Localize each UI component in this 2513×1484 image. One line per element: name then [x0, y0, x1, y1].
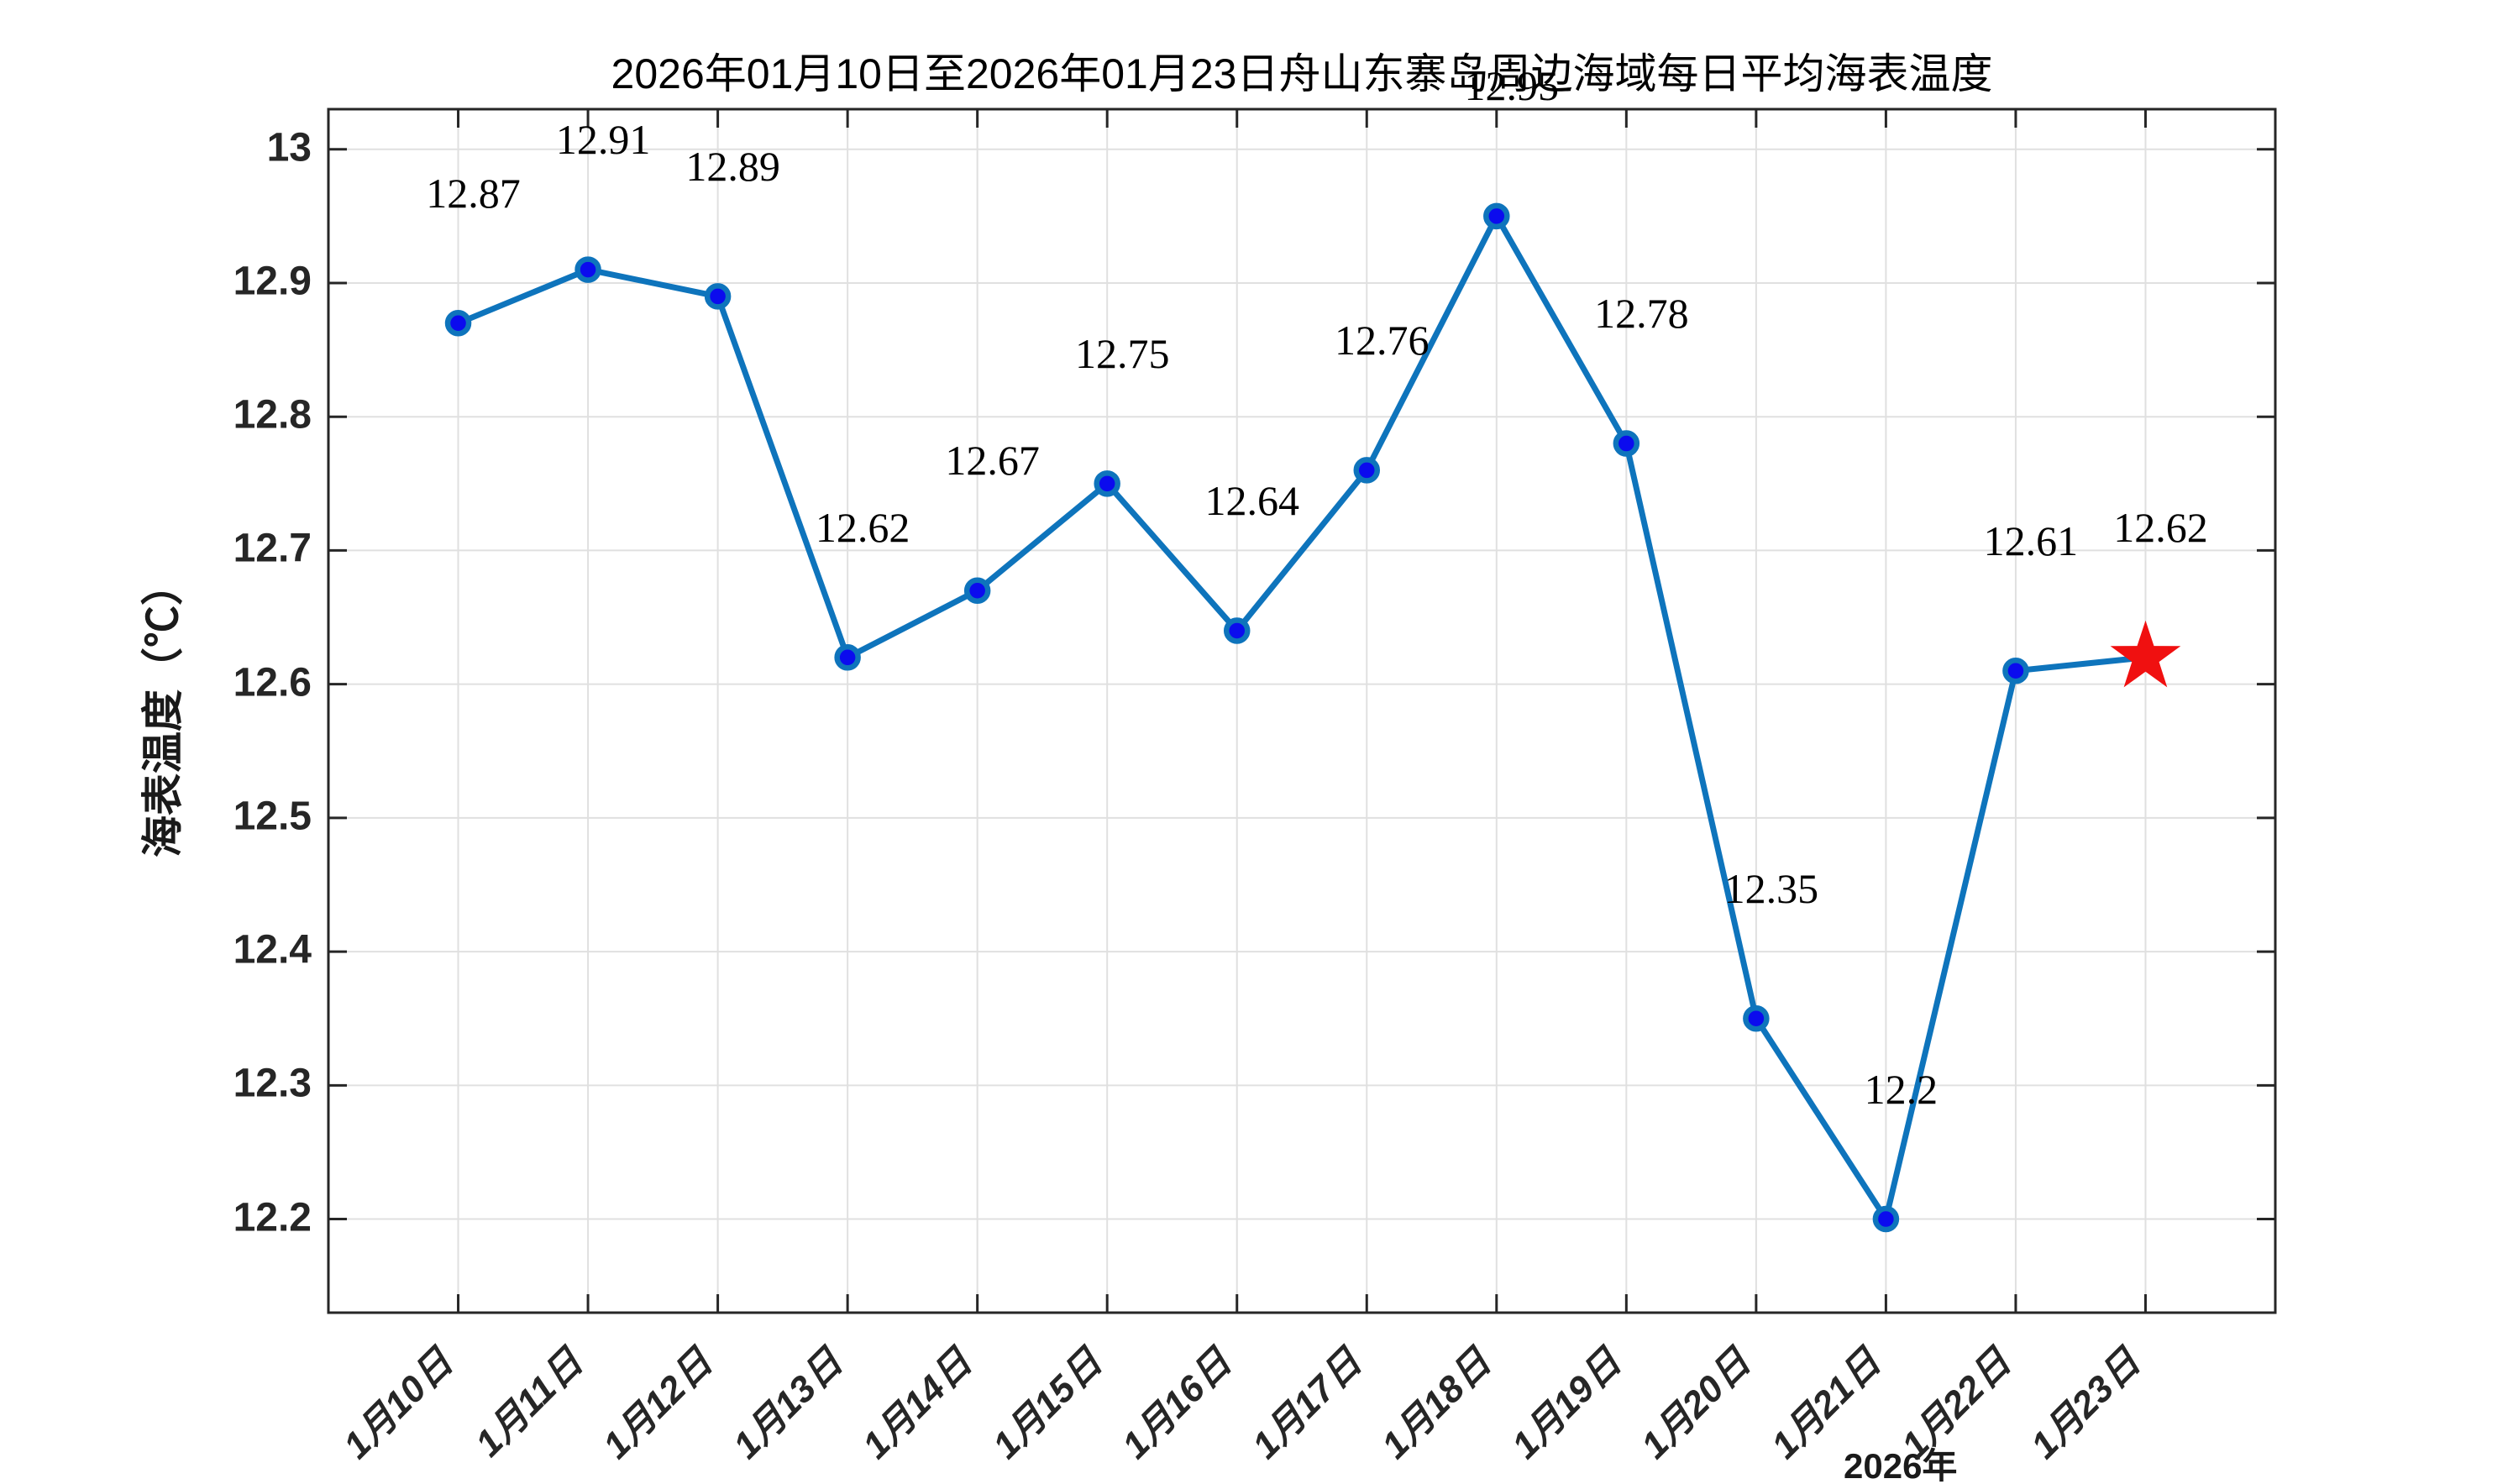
temperature-line: [455, 212, 2148, 1222]
data-point-label: 12.78: [1594, 290, 1689, 338]
data-point-label: 12.61: [1983, 517, 2079, 564]
y-tick-label: 13: [266, 125, 312, 170]
data-point-label: 12.62: [2113, 503, 2208, 551]
y-tick-label: 12.7: [233, 526, 312, 571]
data-point-label: 12.62: [815, 503, 910, 551]
data-point-label: 12.67: [945, 437, 1040, 485]
data-point-marker: [1223, 617, 1251, 644]
data-point-marker: [1483, 202, 1510, 230]
data-point-marker: [1613, 430, 1640, 457]
data-point-marker: [574, 256, 601, 283]
data-point-label: 12.76: [1335, 316, 1430, 364]
data-point-marker: [1094, 470, 1120, 497]
y-tick-label: 12.8: [233, 392, 312, 438]
data-point-label: 12.87: [426, 169, 521, 217]
data-point-label: 12.91: [555, 116, 651, 164]
y-tick-label: 12.4: [233, 927, 312, 973]
data-point-label: 12.75: [1074, 329, 1170, 377]
y-tick-label: 12.3: [233, 1061, 312, 1106]
y-tick-label: 12.5: [233, 794, 312, 839]
y-tick-label: 12.6: [233, 659, 312, 705]
data-point-marker: [704, 283, 732, 310]
data-point-marker: [1872, 1205, 1900, 1233]
data-point-marker: [1353, 457, 1381, 484]
data-point-marker: [2002, 657, 2029, 684]
data-point-label: 12.89: [685, 142, 780, 190]
x-axis-year-label: 2026年: [1844, 1446, 1958, 1484]
y-tick-label: 12.9: [233, 259, 312, 304]
axes-border: [327, 107, 2277, 1314]
data-point-marker: [444, 310, 472, 337]
forecast-star-marker: [2110, 620, 2181, 688]
data-point-label: 12.64: [1204, 476, 1299, 524]
data-point-marker: [1743, 1004, 1770, 1032]
data-point-marker: [963, 577, 991, 604]
data-point-label: 12.2: [1864, 1065, 1939, 1113]
data-point-label: 12.95: [1464, 62, 1560, 110]
data-point-label: 12.35: [1723, 864, 1819, 912]
data-point-marker: [834, 644, 861, 671]
chart-title: 2026年01月10日至2026年01月23日舟山东寨岛周边海域每日平均海表温度: [611, 50, 1993, 97]
y-tick-label: 12.2: [233, 1194, 312, 1240]
